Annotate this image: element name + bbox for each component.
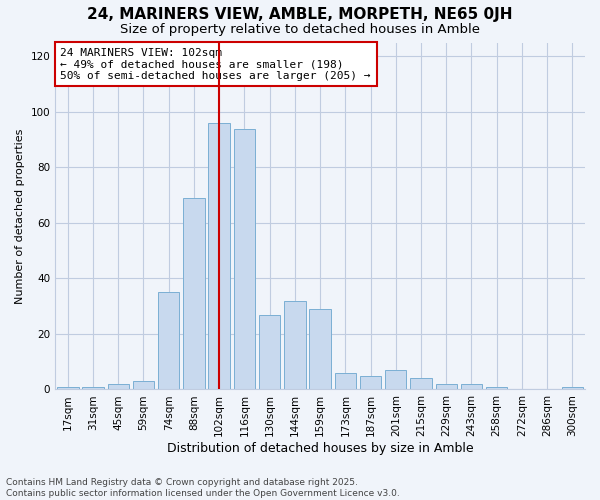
Bar bbox=[385, 370, 406, 390]
Bar bbox=[57, 386, 79, 390]
Bar bbox=[259, 314, 280, 390]
Bar bbox=[208, 123, 230, 390]
Bar bbox=[335, 373, 356, 390]
Bar bbox=[486, 386, 508, 390]
Bar bbox=[158, 292, 179, 390]
Bar bbox=[360, 376, 381, 390]
Text: 24, MARINERS VIEW, AMBLE, MORPETH, NE65 0JH: 24, MARINERS VIEW, AMBLE, MORPETH, NE65 … bbox=[87, 8, 513, 22]
Text: 24 MARINERS VIEW: 102sqm
← 49% of detached houses are smaller (198)
50% of semi-: 24 MARINERS VIEW: 102sqm ← 49% of detach… bbox=[61, 48, 371, 81]
Bar bbox=[183, 198, 205, 390]
Text: Contains HM Land Registry data © Crown copyright and database right 2025.
Contai: Contains HM Land Registry data © Crown c… bbox=[6, 478, 400, 498]
Bar bbox=[562, 386, 583, 390]
X-axis label: Distribution of detached houses by size in Amble: Distribution of detached houses by size … bbox=[167, 442, 473, 455]
Bar bbox=[410, 378, 432, 390]
Bar bbox=[107, 384, 129, 390]
Bar bbox=[461, 384, 482, 390]
Bar bbox=[233, 128, 255, 390]
Bar bbox=[82, 386, 104, 390]
Bar bbox=[284, 300, 305, 390]
Bar bbox=[133, 381, 154, 390]
Bar bbox=[310, 309, 331, 390]
Y-axis label: Number of detached properties: Number of detached properties bbox=[15, 128, 25, 304]
Bar bbox=[436, 384, 457, 390]
Text: Size of property relative to detached houses in Amble: Size of property relative to detached ho… bbox=[120, 22, 480, 36]
